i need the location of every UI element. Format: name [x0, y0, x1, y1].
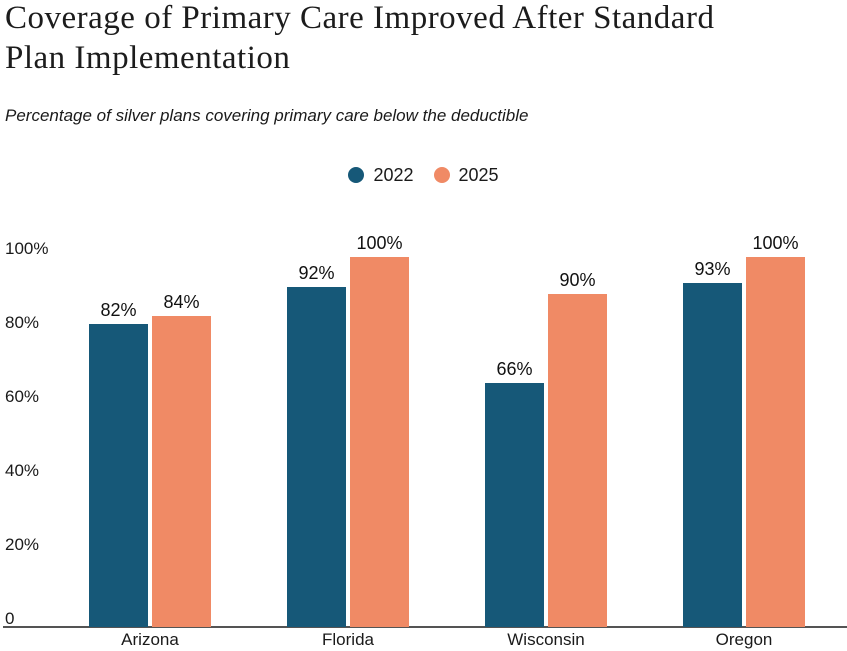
y-axis-label-40%: 40% — [5, 461, 40, 480]
bar-2025-wisconsin — [547, 294, 608, 627]
legend-swatch-2025-icon — [433, 167, 450, 183]
x-axis-label-arizona: Arizona — [121, 630, 179, 649]
legend-label-2022: 2022 — [373, 165, 414, 185]
legend-item-2025: 2025 — [433, 165, 499, 185]
x-axis-label-florida: Florida — [322, 630, 374, 649]
y-axis-label-20%: 20% — [5, 535, 40, 554]
chart-title-line-1: Coverage of Primary Care Improved After … — [5, 0, 715, 36]
bar-value-label-2022-florida: 92% — [298, 262, 335, 283]
legend-item-2022: 2022 — [348, 165, 414, 185]
legend: 2022 2025 — [0, 166, 847, 184]
bar-value-label-2025-oregon: 100% — [752, 233, 799, 253]
y-axis-label-0: 0 — [5, 609, 15, 628]
chart-title: Coverage of Primary Care Improved After … — [5, 0, 714, 78]
y-axis-label-80%: 80% — [5, 313, 40, 332]
x-axis-line — [3, 626, 847, 628]
chart-subtitle: Percentage of silver plans covering prim… — [5, 106, 529, 125]
bar-value-label-2025-florida: 100% — [356, 233, 403, 253]
bar-2022-arizona — [88, 323, 149, 627]
bar-2025-arizona — [151, 316, 212, 627]
chart-title-line-2: Plan Implementation — [5, 40, 291, 76]
bar-value-label-2025-arizona: 84% — [163, 292, 200, 313]
x-axis-label-wisconsin: Wisconsin — [507, 630, 585, 649]
bar-2022-florida — [286, 286, 347, 627]
y-axis-label-100%: 100% — [5, 239, 49, 258]
bar-2022-wisconsin — [484, 382, 545, 627]
bar-value-label-2025-wisconsin: 90% — [559, 270, 596, 290]
bar-value-label-2022-arizona: 82% — [100, 299, 137, 320]
bar-2025-florida — [349, 257, 410, 627]
x-axis-label-oregon: Oregon — [715, 630, 773, 649]
y-axis-label-60%: 60% — [5, 387, 40, 406]
legend-swatch-2022-icon — [348, 167, 365, 183]
bar-2022-oregon — [682, 282, 743, 627]
legend-label-2025: 2025 — [458, 165, 499, 185]
bar-value-label-2022-oregon: 93% — [694, 258, 731, 279]
bar-value-label-2022-wisconsin: 66% — [496, 358, 533, 379]
bar-2025-oregon — [745, 257, 806, 627]
